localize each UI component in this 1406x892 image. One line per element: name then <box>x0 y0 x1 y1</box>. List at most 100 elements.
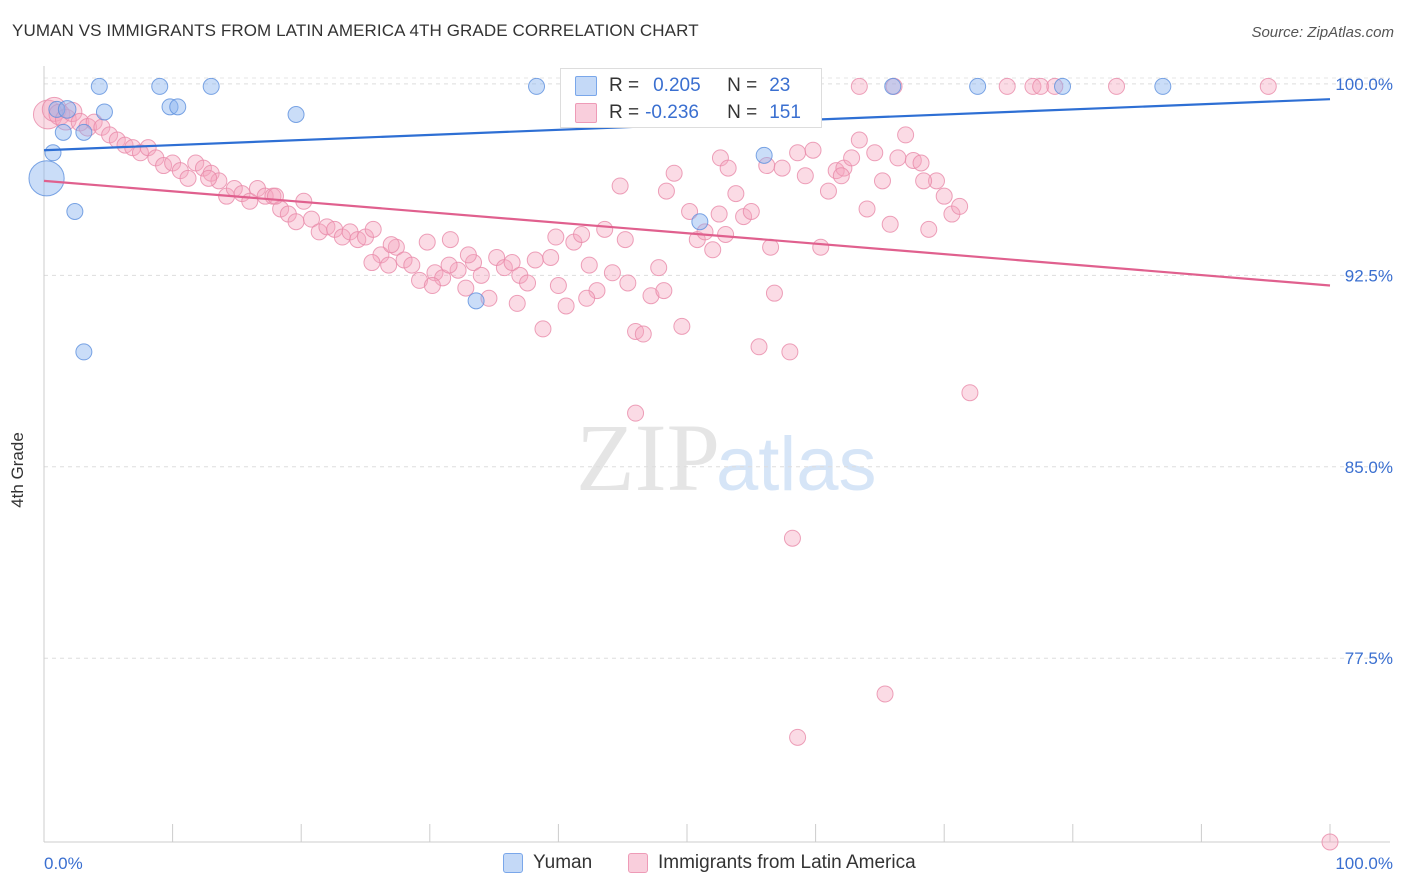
point-immigrants <box>876 685 894 703</box>
point-immigrants <box>619 274 637 292</box>
point-immigrants <box>657 182 675 200</box>
stats-n-label: N = <box>727 102 758 123</box>
point-yuman <box>1154 77 1172 95</box>
point-yuman <box>528 77 546 95</box>
point-immigrants <box>781 343 799 361</box>
point-immigrants <box>526 251 544 269</box>
point-immigrants <box>832 167 850 185</box>
point-immigrants <box>542 248 560 266</box>
point-yuman <box>44 144 62 162</box>
point-immigrants <box>578 289 596 307</box>
x-tick-label: 100.0% <box>1335 854 1393 873</box>
stats-r-label: R = <box>609 75 640 96</box>
point-immigrants <box>850 77 868 95</box>
point-immigrants <box>961 384 979 402</box>
stats-n-value: 151 <box>769 102 801 123</box>
point-immigrants <box>789 144 807 162</box>
point-immigrants <box>773 159 791 177</box>
point-immigrants <box>557 297 575 315</box>
point-immigrants <box>783 529 801 547</box>
point-immigrants <box>596 220 614 238</box>
point-immigrants <box>843 149 861 167</box>
point-yuman <box>95 103 113 121</box>
tick-labels: 100.0% 92.5% 85.0% 77.5% 0.0% 100.0% <box>44 75 1393 873</box>
point-immigrants <box>287 213 305 231</box>
y-tick-label: 77.5% <box>1345 649 1393 668</box>
point-yuman <box>66 203 84 220</box>
stats-r-label: R = <box>609 102 640 123</box>
point-immigrants <box>642 287 660 305</box>
point-immigrants <box>819 182 837 200</box>
watermark-atlas: atlas <box>716 422 877 507</box>
point-immigrants <box>673 317 691 335</box>
point-immigrants <box>935 187 953 205</box>
stats-n-value: 23 <box>769 75 791 96</box>
point-immigrants <box>380 256 398 274</box>
point-immigrants <box>441 231 459 249</box>
point-immigrants <box>789 728 807 746</box>
point-immigrants <box>472 266 490 284</box>
stats-n-label: N = <box>727 75 758 96</box>
point-immigrants <box>881 215 899 233</box>
legend-item-yuman[interactable]: Yuman <box>503 852 592 874</box>
series-legend: Yuman Immigrants from Latin America <box>0 852 1406 878</box>
point-immigrants <box>951 197 969 215</box>
point-yuman <box>54 123 72 141</box>
point-immigrants <box>866 144 884 162</box>
point-immigrants <box>423 277 441 295</box>
legend-swatch-immigrants <box>628 853 648 873</box>
point-immigrants <box>549 277 567 295</box>
stats-row-immigrants: R = -0.236 N = 151 <box>575 100 801 126</box>
point-immigrants <box>804 141 822 159</box>
point-immigrants <box>762 238 780 256</box>
point-immigrants <box>634 325 652 343</box>
point-yuman <box>48 100 66 118</box>
point-immigrants <box>449 261 467 279</box>
point-yuman <box>884 77 902 95</box>
point-yuman <box>467 292 485 310</box>
chart-title: YUMAN VS IMMIGRANTS FROM LATIN AMERICA 4… <box>12 21 699 40</box>
point-immigrants <box>627 404 645 422</box>
y-tick-label: 85.0% <box>1345 458 1393 477</box>
stats-r-value: -0.236 <box>645 102 699 123</box>
point-immigrants <box>503 254 521 272</box>
point-immigrants <box>850 131 868 149</box>
x-tick-label: 0.0% <box>44 854 83 873</box>
point-immigrants <box>710 205 728 223</box>
stats-r-value: 0.205 <box>653 75 701 96</box>
watermark-zip: ZIP <box>576 404 720 511</box>
point-yuman <box>90 77 108 95</box>
point-immigrants <box>812 238 830 256</box>
point-immigrants <box>480 289 498 307</box>
point-immigrants <box>580 256 598 274</box>
point-immigrants <box>363 254 381 272</box>
point-immigrants <box>457 279 475 297</box>
point-immigrants <box>1108 77 1126 95</box>
stats-swatch-yuman <box>575 76 597 96</box>
legend-label-immigrants: Immigrants from Latin America <box>658 852 916 873</box>
point-yuman <box>755 146 773 164</box>
point-immigrants <box>440 256 458 274</box>
point-immigrants <box>603 264 621 282</box>
point-yuman <box>57 100 77 119</box>
stats-row-yuman: R = 0.205 N = 23 <box>575 73 790 99</box>
trend-line-immigrants <box>43 179 1331 287</box>
point-immigrants <box>364 220 382 238</box>
point-yuman <box>75 123 93 141</box>
watermark: ZIP atlas <box>576 404 877 511</box>
point-yuman <box>287 106 305 123</box>
point-yuman <box>691 213 709 231</box>
point-yuman <box>75 343 93 361</box>
legend-label-yuman: Yuman <box>533 852 593 873</box>
stats-legend: R = 0.205 N = 23 R = -0.236 N = 151 <box>560 68 822 128</box>
point-immigrants <box>534 320 552 338</box>
point-immigrants <box>387 238 405 256</box>
point-immigrants <box>727 185 745 203</box>
point-immigrants <box>665 164 683 182</box>
data-points <box>28 77 1339 851</box>
stats-swatch-immigrants <box>575 103 597 123</box>
point-immigrants <box>508 294 526 312</box>
legend-item-immigrants[interactable]: Immigrants from Latin America <box>628 852 916 874</box>
y-tick-label: 100.0% <box>1335 75 1393 94</box>
